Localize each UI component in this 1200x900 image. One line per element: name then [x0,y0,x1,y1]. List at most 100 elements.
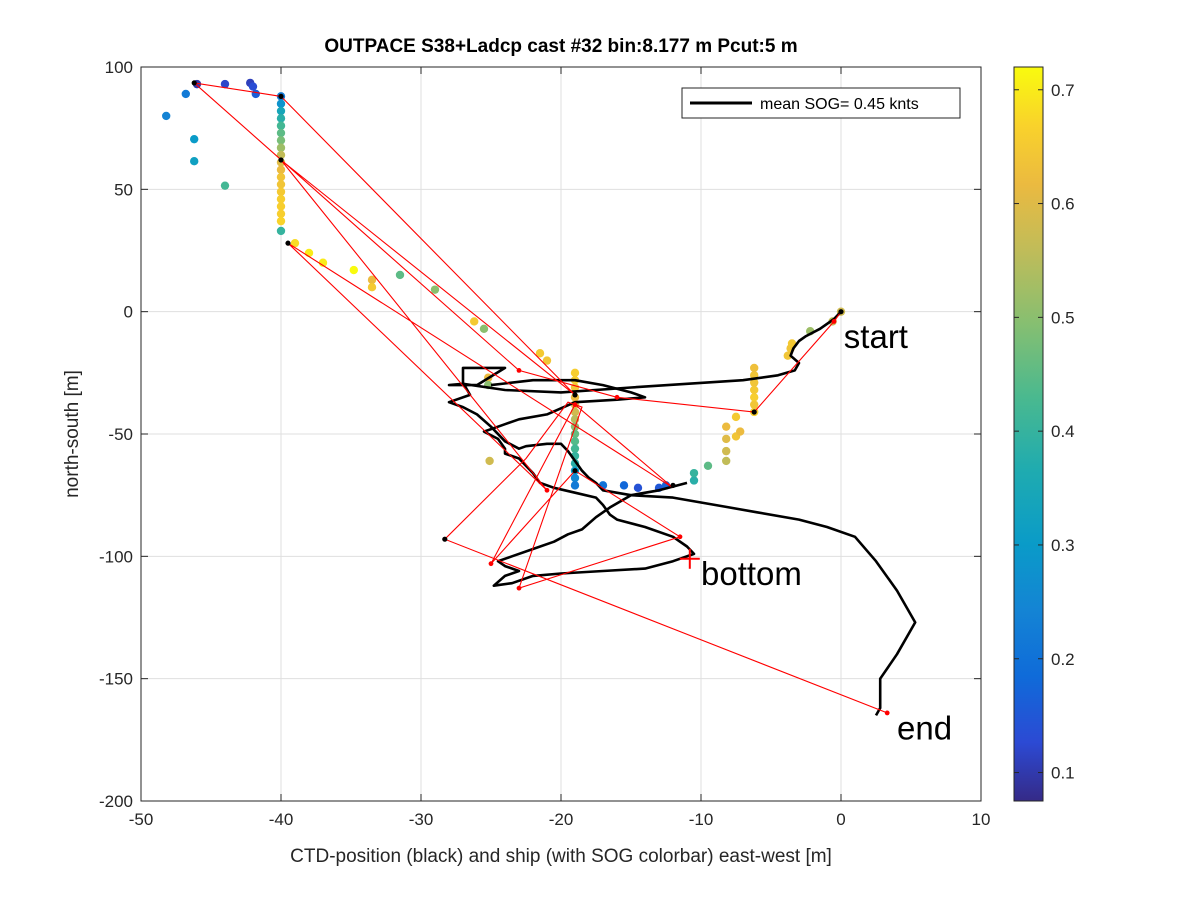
sog-point [750,378,759,387]
sog-point [248,82,258,91]
x-tick-label: -40 [269,810,294,829]
sog-point [619,481,629,490]
sog-point [276,114,286,123]
sog-point [276,209,286,218]
y-axis-label: north-south [m] [62,370,83,498]
black-marker [670,482,676,488]
sog-point [703,461,713,471]
sog-point [470,317,479,326]
ctd-track-line [482,378,696,587]
annotation-start: start [844,318,908,355]
y-tick-label: -200 [99,792,133,811]
sog-point [783,351,792,360]
sog-point [689,468,699,478]
colorbar-gradient [1013,66,1044,802]
sog-point [276,172,286,182]
sog-point [750,400,759,409]
ctd-track-line [447,310,917,717]
sog-point [190,134,199,144]
x-axis-label: CTD-position (black) and ship (with SOG … [290,846,832,867]
sog-point [276,99,286,108]
black-marker [285,240,291,246]
red-marker [544,487,550,493]
x-tick-label: 0 [836,810,845,829]
sog-point [276,187,286,196]
red-marker [614,394,620,400]
sog-point [318,258,328,267]
red-marker [488,561,494,567]
sog-point [220,181,230,190]
sog-point [570,437,580,446]
annotation-bottom: bottom [701,555,802,592]
y-tick-label: -100 [99,547,133,566]
sog-point [367,283,377,292]
sog-point [276,226,286,236]
sog-point [722,422,731,431]
sog-point [276,128,286,138]
sog-point [276,180,286,189]
black-marker [278,157,284,163]
black-marker [442,536,448,542]
sog-point [750,363,759,373]
sog-point [220,79,230,89]
sog-point [750,385,759,395]
sog-point [290,238,300,248]
sog-point [276,194,286,204]
plot-content [162,78,917,717]
y-axis-ticks: -200 -150 -100 -50 0 50 100 [99,58,981,811]
sog-point [485,456,494,466]
y-tick-label: 100 [105,58,133,77]
sog-point [349,265,358,275]
colorbar: 0.1 0.2 0.3 0.4 0.5 0.6 0.7 [1013,66,1075,802]
sog-point [570,407,580,417]
sog-point [570,368,580,378]
y-tick-label: -150 [99,670,133,689]
sog-point [304,248,314,258]
sog-point [430,285,440,294]
sog-point [367,275,377,285]
sog-point [570,444,580,453]
sog-point [276,136,286,145]
red-marker [516,585,522,591]
legend: mean SOG= 0.45 knts [681,87,961,119]
x-tick-label: -50 [129,810,154,829]
sog-point [570,481,580,490]
black-marker [572,468,578,474]
black-marker [751,409,757,415]
x-tick-label: 10 [972,810,991,829]
colorbar-tick-label: 0.5 [1051,308,1075,327]
sog-point [722,434,731,444]
annotation-end: end [897,709,952,746]
colorbar-ticks: 0.1 0.2 0.3 0.4 0.5 0.6 0.7 [1014,81,1075,783]
sog-point [750,393,759,402]
sog-point [181,89,190,99]
y-tick-label: -50 [108,425,133,444]
sog-point [736,427,745,436]
sog-point [276,216,286,226]
y-tick-label: 50 [114,180,133,199]
colorbar-tick-label: 0.3 [1051,536,1075,555]
sog-point [542,356,552,365]
sog-point [722,446,731,456]
sog-point [276,121,286,130]
red-marker [677,534,683,540]
x-axis-ticks: -50 -40 -30 -20 -10 0 10 [129,67,991,829]
sog-point [570,473,580,483]
sog-point [276,165,286,174]
red-marker [516,367,522,373]
x-tick-label: -30 [409,810,434,829]
sog-point [395,270,405,280]
sog-point [276,202,286,211]
sog-point [535,349,545,358]
black-marker [838,309,844,315]
red-marker [884,710,890,716]
x-tick-label: -10 [689,810,714,829]
sog-point [689,476,699,485]
chart-title: OUTPACE S38+Ladcp cast #32 bin:8.177 m P… [324,36,797,57]
sog-point [190,156,199,166]
black-marker [572,392,578,398]
colorbar-tick-label: 0.1 [1051,764,1075,783]
black-marker [278,93,284,99]
sog-point [251,89,260,99]
